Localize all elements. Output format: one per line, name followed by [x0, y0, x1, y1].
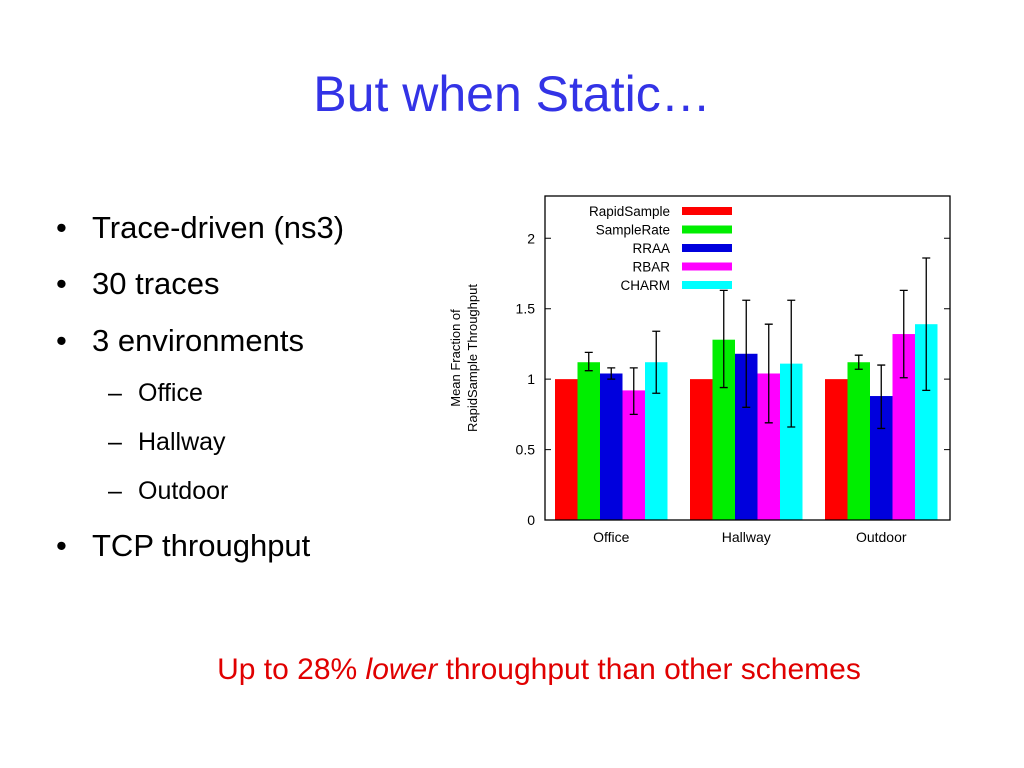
- legend-label-samplerate: SampleRate: [596, 223, 670, 238]
- note-suffix: throughput than other schemes: [437, 653, 861, 686]
- slide-title: But when Static…: [313, 66, 711, 122]
- bar-rraa-outdoor: [870, 396, 893, 520]
- error-bar-rbar-office: [629, 367, 638, 415]
- bullet-list: Trace-driven (ns3) 30 traces 3 environme…: [0, 0, 440, 600]
- bar-rbar-hallway: [757, 373, 780, 520]
- bullet-trace-driven: Trace-driven (ns3): [56, 208, 344, 248]
- bar-rapidsample-office: [555, 379, 578, 520]
- y-axis-label-line: Mean Fraction of: [448, 309, 463, 407]
- error-bar-samplerate-hallway: [719, 289, 728, 389]
- error-bar-charm-outdoor: [922, 257, 931, 392]
- bar-charm-outdoor: [915, 324, 938, 520]
- error-bar-samplerate-office: [584, 351, 593, 372]
- x-tick-label-office: Office: [593, 529, 630, 545]
- legend-label-rraa: RRAA: [632, 241, 670, 256]
- sub-bullet-outdoor: Outdoor: [108, 475, 228, 507]
- bar-samplerate-office: [577, 362, 600, 520]
- bullet-traces: 30 traces: [56, 264, 219, 304]
- error-bar-charm-office: [652, 330, 661, 394]
- bar-rapidsample-hallway: [690, 379, 713, 520]
- conclusion-note: Up to 28% lower throughput than other sc…: [0, 650, 1024, 690]
- error-bar-rraa-hallway: [742, 299, 751, 408]
- sub-bullet-office: Office: [108, 377, 203, 409]
- legend-label-rapidsample: RapidSample: [589, 204, 670, 219]
- x-tick-label-hallway: Hallway: [722, 529, 771, 545]
- bar-rraa-hallway: [735, 353, 758, 520]
- bar-charm-hallway: [780, 363, 803, 520]
- bar-samplerate-hallway: [712, 339, 735, 520]
- note-prefix: Up to 28%: [217, 653, 366, 686]
- legend-swatch-charm: [682, 281, 732, 289]
- throughput-bar-chart: 0 0.5 1 1.5 2 Office Hallway Outdoor Mean Fracti…: [448, 195, 951, 545]
- y-tick-label: 1: [527, 371, 535, 387]
- bar-rbar-outdoor: [892, 334, 915, 520]
- y-tick-label: 0: [527, 512, 535, 528]
- legend-label-rbar: RBAR: [632, 260, 670, 275]
- bar-rraa-office: [600, 373, 623, 520]
- sub-bullet-hallway: Hallway: [108, 426, 225, 458]
- error-bar-samplerate-outdoor: [854, 354, 863, 370]
- bar-rapidsample-outdoor: [825, 379, 848, 520]
- error-bar-rraa-outdoor: [877, 364, 886, 430]
- bullet-tcp-throughput: TCP throughput: [56, 526, 310, 566]
- error-bar-rbar-hallway: [764, 323, 773, 424]
- y-tick-label: 1.5: [516, 301, 536, 317]
- note-emphasis: lower: [365, 653, 438, 686]
- error-bar-rraa-office: [607, 367, 616, 380]
- error-bar-charm-hallway: [787, 299, 796, 428]
- bar-rbar-office: [622, 390, 645, 520]
- y-tick-label: 0.5: [516, 442, 536, 458]
- bar-samplerate-outdoor: [847, 362, 870, 520]
- error-bar-rbar-outdoor: [899, 289, 908, 379]
- legend-swatch-rbar: [682, 262, 732, 271]
- legend-label-charm: CHARM: [621, 278, 671, 293]
- plot-frame: [544, 195, 951, 521]
- legend-swatch-samplerate: [682, 225, 732, 234]
- legend-swatch-rraa: [682, 244, 732, 252]
- bar-charm-office: [645, 362, 668, 520]
- y-tick-label: 2: [527, 230, 535, 246]
- legend-swatch-rapidsample: [682, 207, 732, 215]
- x-tick-label-outdoor: Outdoor: [856, 529, 907, 545]
- bullet-environments: 3 environments: [56, 321, 304, 361]
- y-axis-label-line: RapidSample Throughput: [465, 284, 480, 432]
